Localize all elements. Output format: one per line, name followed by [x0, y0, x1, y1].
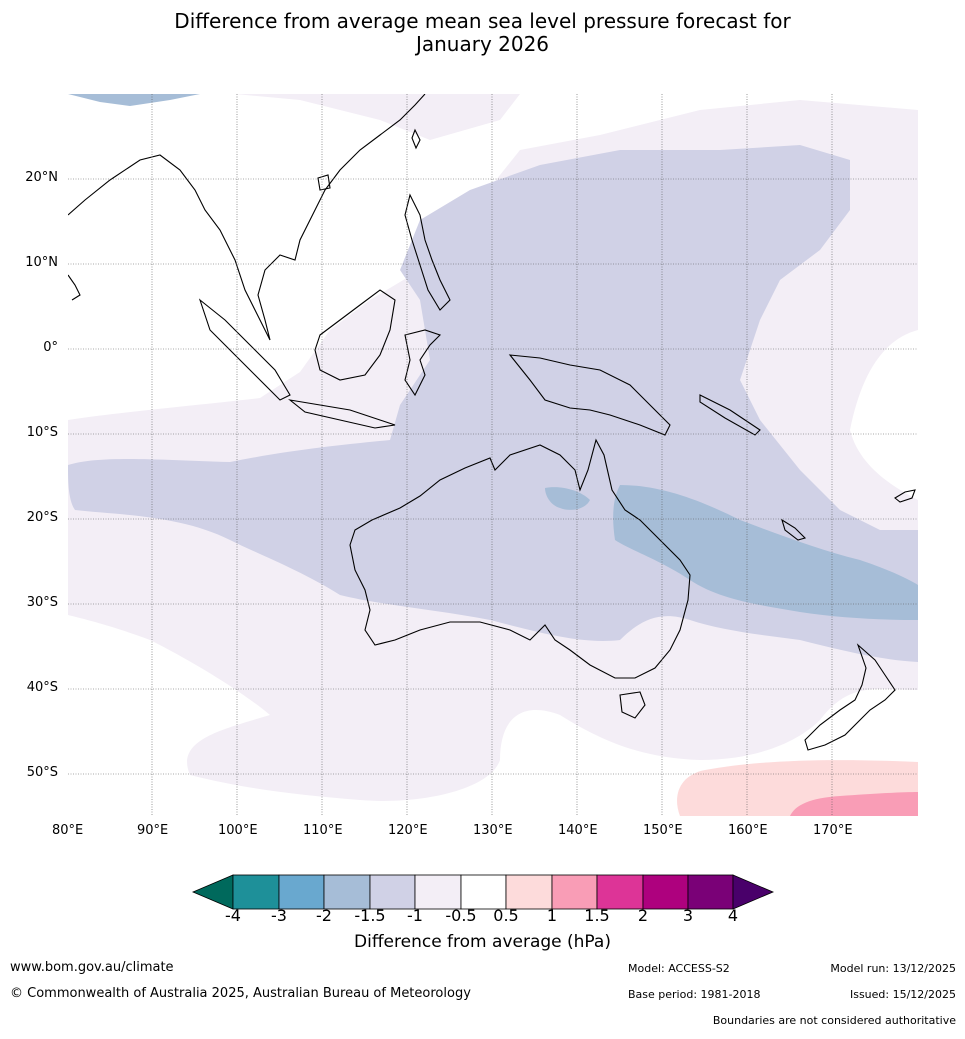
anomaly-region-dark-small	[545, 487, 590, 510]
colorbar-tick: -1	[407, 906, 423, 925]
colorbar-tick: 1	[546, 906, 558, 925]
lon-label-90e: 90°E	[137, 823, 169, 838]
colorbar-swatch-5	[414, 874, 462, 910]
sulawesi-coast	[404, 329, 442, 397]
lat-label-40s: 40°S	[26, 680, 58, 695]
colorbar-tick: -1.5	[354, 906, 386, 925]
india-coast	[68, 274, 81, 301]
sumatra-coast	[198, 298, 291, 401]
lon-label-160e: 160°E	[728, 823, 768, 838]
lon-label-120e: 120°E	[388, 823, 428, 838]
lat-label-20n: 20°N	[25, 170, 58, 185]
anomaly-region-light-north	[235, 94, 520, 140]
hainan-coast	[317, 174, 331, 191]
colorbar-tick: 4	[727, 906, 739, 925]
new-zealand-coast	[804, 643, 896, 751]
taiwan-coast	[411, 128, 421, 150]
solomon-islands-coast	[699, 394, 761, 436]
lon-label-170e: 170°E	[813, 823, 853, 838]
footer-base-period: Base period: 1981-2018	[628, 988, 761, 1001]
colorbar-tick: -4	[225, 906, 241, 925]
colorbar-swatch-6	[460, 874, 507, 910]
lat-label-30s: 30°S	[26, 595, 58, 610]
anomaly-region-positive-medium	[790, 792, 918, 816]
coastlines	[68, 94, 916, 751]
lon-label-150e: 150°E	[643, 823, 683, 838]
colorbar-tick: 2	[637, 906, 649, 925]
colorbar-extend-high	[732, 874, 775, 910]
colorbar-tick: -3	[271, 906, 287, 925]
lat-label-10n: 10°N	[25, 255, 58, 270]
colorbar-swatch-7	[505, 874, 553, 910]
footer-copyright: © Commonwealth of Australia 2025, Austra…	[10, 986, 471, 1001]
colorbar-tick: 0.5	[493, 906, 519, 925]
anomaly-region-dark	[613, 485, 918, 620]
lon-label-100e: 100°E	[218, 823, 258, 838]
colorbar-swatch-3	[323, 874, 371, 910]
colorbar-extend-low	[191, 874, 234, 910]
chart-title: Difference from average mean sea level p…	[0, 10, 965, 56]
colorbar-tick: -0.5	[445, 906, 477, 925]
fiji-coast	[894, 489, 916, 503]
colorbar-swatch-8	[551, 874, 598, 910]
footer-disclaimer: Boundaries are not considered authoritat…	[712, 1014, 956, 1027]
anomaly-region-dark-north	[68, 94, 200, 106]
colorbar-swatch-2	[278, 874, 325, 910]
graticule	[68, 94, 918, 816]
lat-label-20s: 20°S	[26, 510, 58, 525]
colorbar-tick: 1.5	[584, 906, 610, 925]
anomaly-field	[68, 94, 918, 816]
colorbar-swatch-10	[642, 874, 689, 910]
asia-coast	[68, 94, 426, 341]
tasmania-coast	[619, 691, 646, 719]
colorbar	[191, 874, 775, 910]
colorbar-tick: 3	[682, 906, 694, 925]
footer-model: Model: ACCESS-S2	[628, 962, 730, 975]
colorbar-swatch-1	[232, 874, 280, 910]
colorbar-title: Difference from average (hPa)	[354, 932, 611, 952]
new-caledonia-coast	[781, 518, 807, 541]
new-guinea-coast	[508, 354, 671, 436]
lon-label-80e: 80°E	[52, 823, 84, 838]
lat-label-0: 0°	[43, 340, 58, 355]
footer-website: www.bom.gov.au/climate	[10, 960, 174, 975]
colorbar-tick: -2	[316, 906, 332, 925]
lon-label-130e: 130°E	[473, 823, 513, 838]
title-line-2: January 2026	[415, 32, 550, 56]
colorbar-swatch-9	[596, 874, 644, 910]
australia-coast	[349, 438, 691, 679]
footer-issued: Issued: 15/12/2025	[849, 988, 956, 1001]
philippines-coast	[404, 193, 451, 311]
title-line-1: Difference from average mean sea level p…	[174, 9, 791, 33]
lat-label-50s: 50°S	[26, 765, 58, 780]
colorbar-swatch-4	[369, 874, 416, 910]
lon-label-110e: 110°E	[303, 823, 343, 838]
java-coast	[288, 399, 396, 429]
colorbar-swatch-11	[687, 874, 734, 910]
footer-model-run: Model run: 13/12/2025	[830, 962, 956, 975]
borneo-coast	[314, 289, 396, 381]
lon-label-140e: 140°E	[558, 823, 598, 838]
lat-label-10s: 10°S	[26, 425, 58, 440]
